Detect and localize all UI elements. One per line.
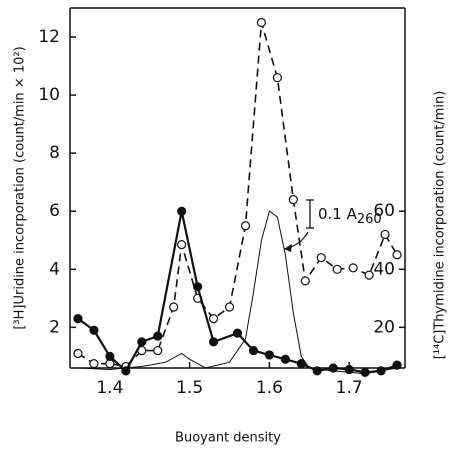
data-point (177, 206, 187, 216)
data-point (328, 363, 338, 373)
x-tick-label: 1.6 (256, 378, 283, 398)
data-point (105, 351, 115, 361)
data-point (232, 328, 243, 338)
data-point (137, 337, 147, 347)
data-point (193, 282, 203, 292)
y-tick-label: 6 (49, 201, 60, 221)
data-point (312, 366, 322, 376)
y-tick-label: 4 (49, 259, 60, 279)
data-point (208, 314, 219, 324)
y2-tick-label: 40 (373, 259, 395, 279)
data-point (121, 366, 131, 376)
data-point (240, 221, 251, 231)
y-tick-label: 10 (38, 85, 60, 105)
x-axis-title: Buoyant density (175, 431, 281, 446)
data-point (272, 73, 282, 83)
data-point (280, 354, 290, 364)
y2-tick-label: 20 (373, 317, 395, 337)
data-point (153, 331, 163, 341)
arrow (283, 231, 309, 250)
data-point (316, 253, 326, 263)
data-point (364, 270, 374, 280)
data-point (89, 359, 99, 369)
data-point (256, 17, 267, 28)
data-point (169, 302, 179, 312)
y-tick-label: 8 (49, 143, 60, 163)
annotation-subscript: 260 (357, 212, 382, 227)
data-point (296, 359, 306, 369)
data-point (153, 345, 163, 356)
arrowhead (284, 244, 292, 252)
data-point (264, 350, 275, 360)
data-point (224, 302, 235, 312)
data-point (73, 348, 83, 359)
data-point (300, 276, 310, 286)
data-point (177, 240, 187, 250)
data-point (248, 345, 259, 356)
x-tick-label: 1.5 (176, 378, 203, 398)
series-line (77, 210, 398, 375)
y2-axis-title: [¹⁴C]Thymidine incorporation (count/min) (433, 91, 448, 360)
annotation: 0.1 A260 (318, 205, 382, 227)
data-point (89, 325, 99, 335)
scale-bar (306, 199, 314, 229)
series-line (77, 210, 398, 374)
data-point (392, 250, 402, 260)
y2-tick-label: 60 (373, 201, 395, 221)
data-point (348, 263, 358, 273)
data-point (73, 314, 83, 324)
data-point (288, 195, 298, 205)
data-point (360, 367, 370, 377)
data-point (392, 360, 402, 370)
y-tick-label: 12 (38, 27, 60, 47)
series-line (77, 22, 398, 368)
data-point (344, 364, 354, 375)
data-point (380, 229, 390, 240)
y-axis-title: [³H]Uridine incorporation (count/min × 1… (13, 46, 28, 329)
annotation-text: 0.1 A (318, 205, 358, 223)
x-tick-label: 1.7 (336, 378, 363, 398)
data-point (208, 337, 219, 347)
data-point (332, 264, 342, 274)
x-tick-label: 1.4 (96, 378, 123, 398)
y-tick-label: 2 (49, 317, 60, 337)
